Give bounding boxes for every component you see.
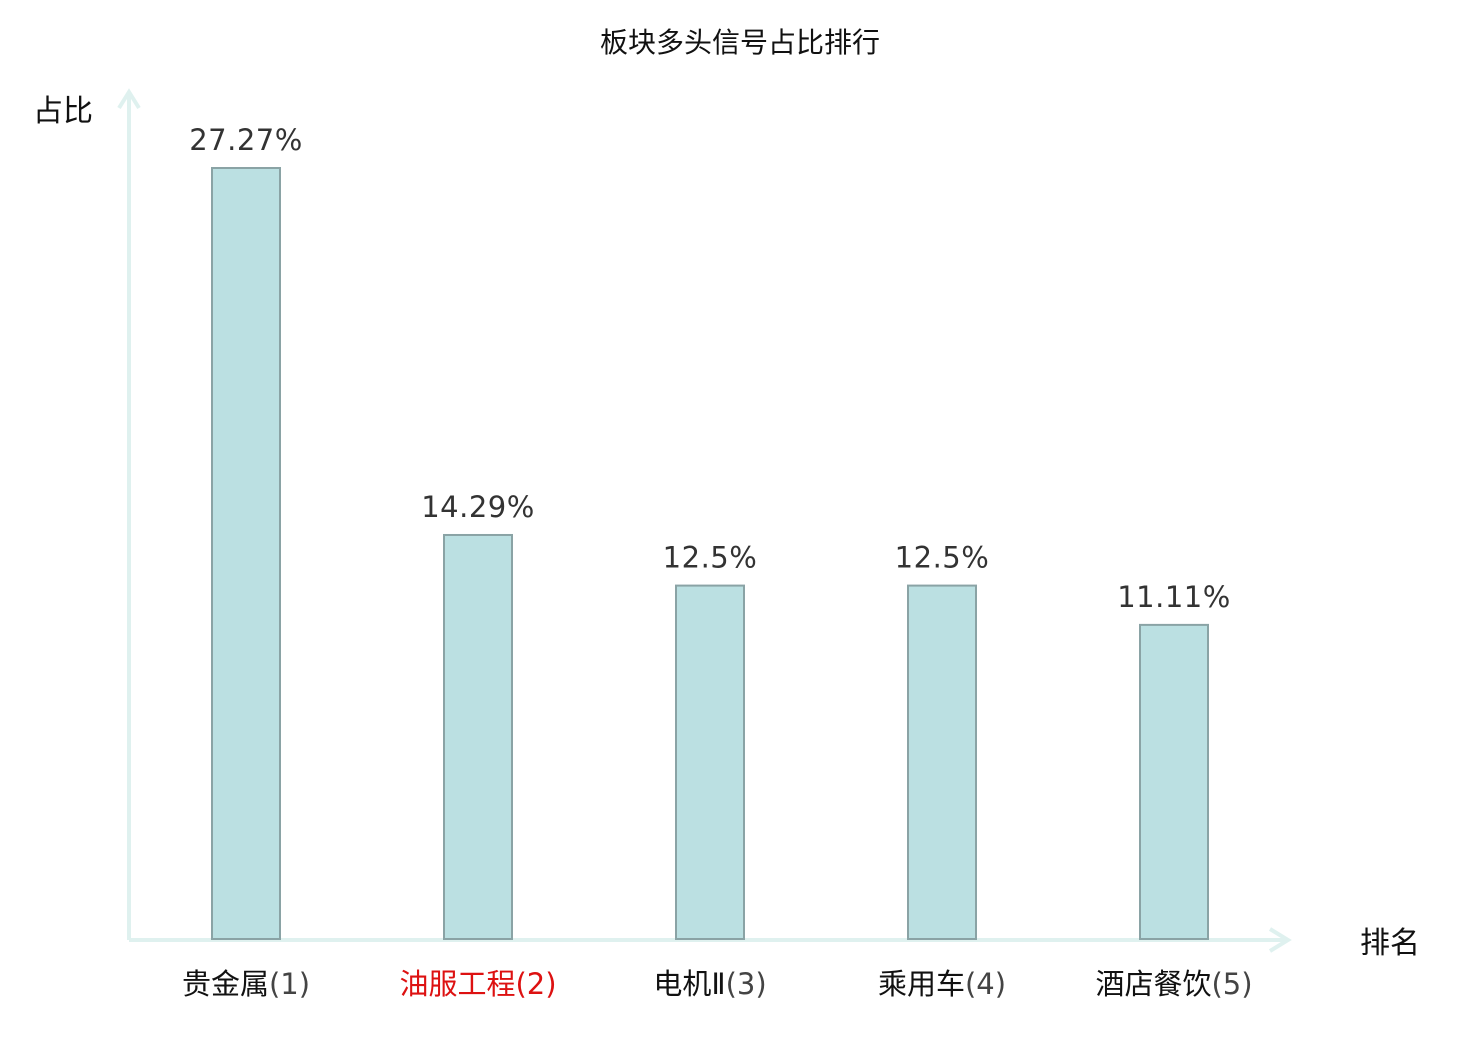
category-name-5: 酒店餐饮	[1095, 967, 1211, 1001]
bar-1	[211, 167, 281, 940]
x-axis-arrow	[1268, 927, 1292, 953]
category-rank-2: (2)	[515, 967, 556, 1001]
category-rank-4: (4)	[965, 967, 1006, 1001]
value-label-1: 27.27%	[189, 123, 303, 157]
x-axis-label: 排名	[1360, 926, 1420, 961]
category-label-3: 电机Ⅱ(3)	[653, 967, 766, 1001]
category-label-1: 贵金属(1)	[182, 967, 310, 1001]
chart-title: 板块多头信号占比排行	[600, 26, 880, 59]
bars-group: 27.27% 贵金属(1) 14.29% 油服工程(2) 12.5% 电机Ⅱ(3) 12.5…	[182, 123, 1253, 1001]
y-axis-label: 占比	[33, 94, 93, 129]
bar-2	[443, 533, 513, 941]
value-label-5: 11.11%	[1117, 580, 1231, 614]
value-label-4: 12.5%	[895, 541, 990, 575]
category-label-4: 乘用车(4)	[878, 967, 1006, 1001]
category-name-4: 乘用车	[878, 967, 965, 1001]
category-rank-5: (5)	[1211, 967, 1252, 1001]
y-axis-arrow	[117, 88, 141, 110]
value-label-2: 14.29%	[421, 490, 535, 524]
bar-5	[1139, 623, 1209, 941]
bar-3	[675, 584, 745, 940]
category-name-3: 电机Ⅱ	[653, 967, 725, 1001]
bar-4	[907, 584, 977, 940]
category-rank-3: (3)	[726, 967, 767, 1001]
value-label-3: 12.5%	[663, 541, 758, 575]
category-name-1: 贵金属	[182, 967, 269, 1001]
category-label-2: 油服工程(2)	[399, 967, 556, 1001]
category-name-2: 油服工程	[399, 967, 515, 1001]
category-rank-1: (1)	[269, 967, 310, 1001]
category-label-5: 酒店餐饮(5)	[1095, 967, 1252, 1001]
